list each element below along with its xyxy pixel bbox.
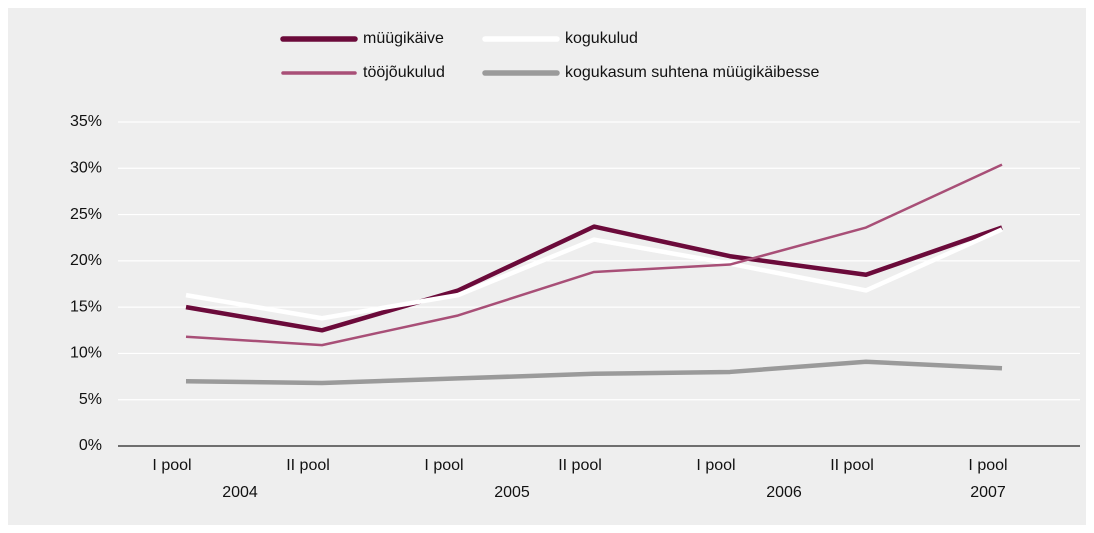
y-tick-label: 5% [79, 391, 102, 408]
x-tick-label: II pool [558, 457, 602, 474]
x-group-label: 2005 [494, 484, 530, 501]
series-line [185, 359, 1003, 386]
x-group-label: 2004 [222, 484, 258, 501]
y-tick-label: 20% [70, 252, 102, 269]
x-tick-label: I pool [424, 457, 463, 474]
y-tick-label: 35% [70, 113, 102, 130]
x-tick-label: II pool [830, 457, 874, 474]
series-line [185, 227, 1003, 321]
y-tick-label: 0% [79, 437, 102, 454]
legend-label: tööjõukulud [363, 64, 445, 81]
x-tick-label: I pool [696, 457, 735, 474]
y-tick-label: 25% [70, 206, 102, 223]
y-tick-label: 10% [70, 345, 102, 362]
x-group-label: 2007 [970, 484, 1006, 501]
x-tick-label: I pool [968, 457, 1007, 474]
series-line [185, 224, 1003, 333]
chart-background [8, 8, 1086, 525]
series-line [185, 163, 1003, 347]
y-tick-label: 30% [70, 160, 102, 177]
legend-label: kogukasum suhtena müügikäibesse [565, 64, 819, 81]
legend-label: kogukulud [565, 30, 638, 47]
x-group-label: 2006 [766, 484, 802, 501]
y-tick-label: 15% [70, 298, 102, 315]
x-tick-label: II pool [286, 457, 330, 474]
legend-label: müügikäive [363, 30, 444, 47]
x-tick-label: I pool [152, 457, 191, 474]
